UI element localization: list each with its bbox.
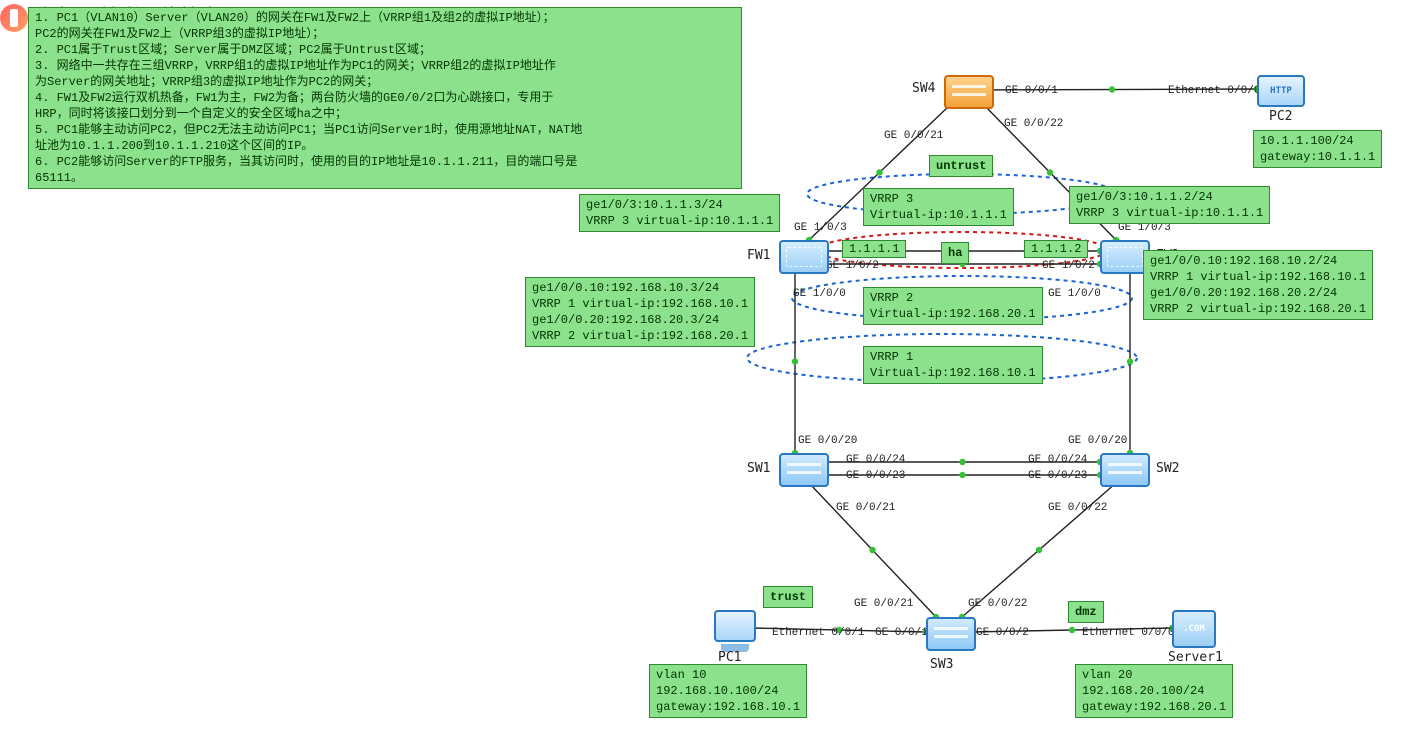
device-label: SW1 [747, 461, 770, 476]
device-sw1 [779, 453, 829, 487]
device-label: PC2 [1269, 109, 1292, 124]
port-dot [1109, 86, 1115, 92]
device-pc1 [714, 610, 756, 652]
port-label: GE 1/0/2 [1042, 260, 1095, 272]
info-box-8: vlan 10 192.168.10.100/24 gateway:192.16… [649, 664, 807, 718]
port-dot [869, 547, 875, 553]
port-label: GE 1/0/0 [1048, 288, 1101, 300]
port-dot [1047, 169, 1053, 175]
zone-label-trust: trust [763, 586, 813, 608]
info-box-6: VRRP 2 Virtual-ip:192.168.20.1 [863, 287, 1043, 325]
port-label: GE 0/0/1 [1005, 85, 1058, 97]
server-icon: .COM [1172, 610, 1216, 648]
switch-icon [779, 453, 829, 487]
diagram-canvas: { "canvas": { "w": 1404, "h": 730 }, "co… [0, 0, 1404, 730]
port-dot [876, 169, 882, 175]
device-label: FW1 [747, 248, 770, 263]
port-label: GE 1/0/0 [793, 288, 846, 300]
ha-ip-label: 1.1.1.1 [842, 240, 906, 258]
device-sw3 [926, 617, 976, 651]
description-box: 1. PC1（VLAN10）Server（VLAN20）的网关在FW1及FW2上… [28, 7, 742, 189]
info-box-7: VRRP 1 Virtual-ip:192.168.10.1 [863, 346, 1043, 384]
device-pc2: HTTP [1257, 75, 1305, 107]
port-dot [1127, 358, 1133, 364]
info-box-5: VRRP 3 Virtual-ip:10.1.1.1 [863, 188, 1014, 226]
port-label: Ethernet 0/0/0 [1168, 85, 1260, 97]
port-label: GE 0/0/22 [1004, 118, 1063, 130]
info-box-1: ge1/0/0.10:192.168.10.3/24 VRRP 1 virtua… [525, 277, 755, 347]
device-label: PC1 [718, 650, 741, 665]
info-box-4: 10.1.1.100/24 gateway:10.1.1.1 [1253, 130, 1382, 168]
port-label: GE 0/0/23 [846, 470, 905, 482]
port-label: Ethernet 0/0/1 [772, 627, 864, 639]
port-label: GE 0/0/21 [884, 130, 943, 142]
device-label: SW4 [912, 81, 935, 96]
switch-icon [926, 617, 976, 651]
port-label: GE 1/0/3 [794, 222, 847, 234]
port-label: GE 0/0/1 [875, 627, 928, 639]
ha-ip-label: 1.1.1.2 [1024, 240, 1088, 258]
port-label: GE 0/0/2 [976, 627, 1029, 639]
port-label: GE 1/0/2 [826, 260, 879, 272]
toutiao-logo-icon [0, 4, 28, 32]
port-label: GE 0/0/22 [1048, 502, 1107, 514]
port-label: GE 0/0/22 [968, 598, 1027, 610]
device-sw4 [944, 75, 994, 109]
device-label: SW3 [930, 657, 953, 672]
device-label: Server1 [1168, 650, 1223, 665]
port-label: GE 0/0/23 [1028, 470, 1087, 482]
port-label: GE 0/0/24 [1028, 454, 1087, 466]
zone-label-ha: ha [941, 242, 969, 264]
port-dot [1069, 627, 1075, 633]
port-label: GE 0/0/20 [798, 435, 857, 447]
port-dot [959, 459, 965, 465]
port-dot [959, 472, 965, 478]
port-label: GE 0/0/21 [836, 502, 895, 514]
firewall-icon [779, 240, 829, 274]
zone-label-dmz: dmz [1068, 601, 1104, 623]
device-sw2 [1100, 453, 1150, 487]
info-box-0: ge1/0/3:10.1.1.3/24 VRRP 3 virtual-ip:10… [579, 194, 780, 232]
http-client-icon: HTTP [1257, 75, 1305, 107]
port-label: GE 0/0/24 [846, 454, 905, 466]
port-dot [792, 358, 798, 364]
switch-icon [944, 75, 994, 109]
device-server1: .COM [1172, 610, 1216, 648]
info-box-3: ge1/0/0.10:192.168.10.2/24 VRRP 1 virtua… [1143, 250, 1373, 320]
device-label: SW2 [1156, 461, 1179, 476]
info-box-2: ge1/0/3:10.1.1.2/24 VRRP 3 virtual-ip:10… [1069, 186, 1270, 224]
pc-icon [714, 610, 756, 642]
port-label: GE 0/0/20 [1068, 435, 1127, 447]
device-fw1 [779, 240, 829, 274]
port-dot [1036, 547, 1042, 553]
info-box-9: vlan 20 192.168.20.100/24 gateway:192.16… [1075, 664, 1233, 718]
zone-label-untrust: untrust [929, 155, 993, 177]
port-label: Ethernet 0/0/0 [1082, 627, 1174, 639]
port-label: GE 0/0/21 [854, 598, 913, 610]
switch-icon [1100, 453, 1150, 487]
